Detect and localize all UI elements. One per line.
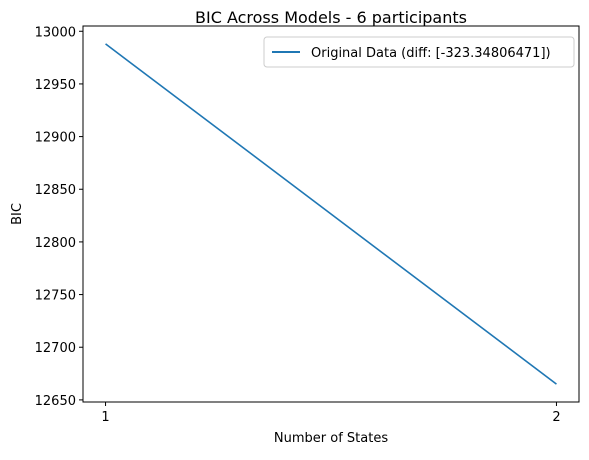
x-tick-label: 2 [552,410,560,425]
y-tick-label: 13000 [35,25,76,40]
y-tick-label: 12650 [35,394,76,409]
y-tick-label: 12800 [35,236,76,251]
y-tick-label: 12950 [35,78,76,93]
y-tick-label: 12700 [35,341,76,356]
y-tick-label: 12900 [35,131,76,146]
chart-title: BIC Across Models - 6 participants [195,8,467,27]
y-tick-label: 12750 [35,289,76,304]
x-axis-label: Number of States [274,431,388,446]
y-tick-label: 12850 [35,183,76,198]
plot-area [105,43,557,385]
legend-label: Original Data (diff: [-323.34806471]) [311,46,551,61]
y-axis: 12650 12700 12750 12800 12850 12900 12950 13000 [35,25,83,409]
y-axis-label: BIC [10,203,25,225]
legend-box [263,36,575,68]
series-line-0 [105,43,557,385]
plot-frame [82,25,580,403]
legend: Original Data (diff: [-323.34806471]) [263,36,575,68]
x-tick-label: 1 [101,410,109,425]
